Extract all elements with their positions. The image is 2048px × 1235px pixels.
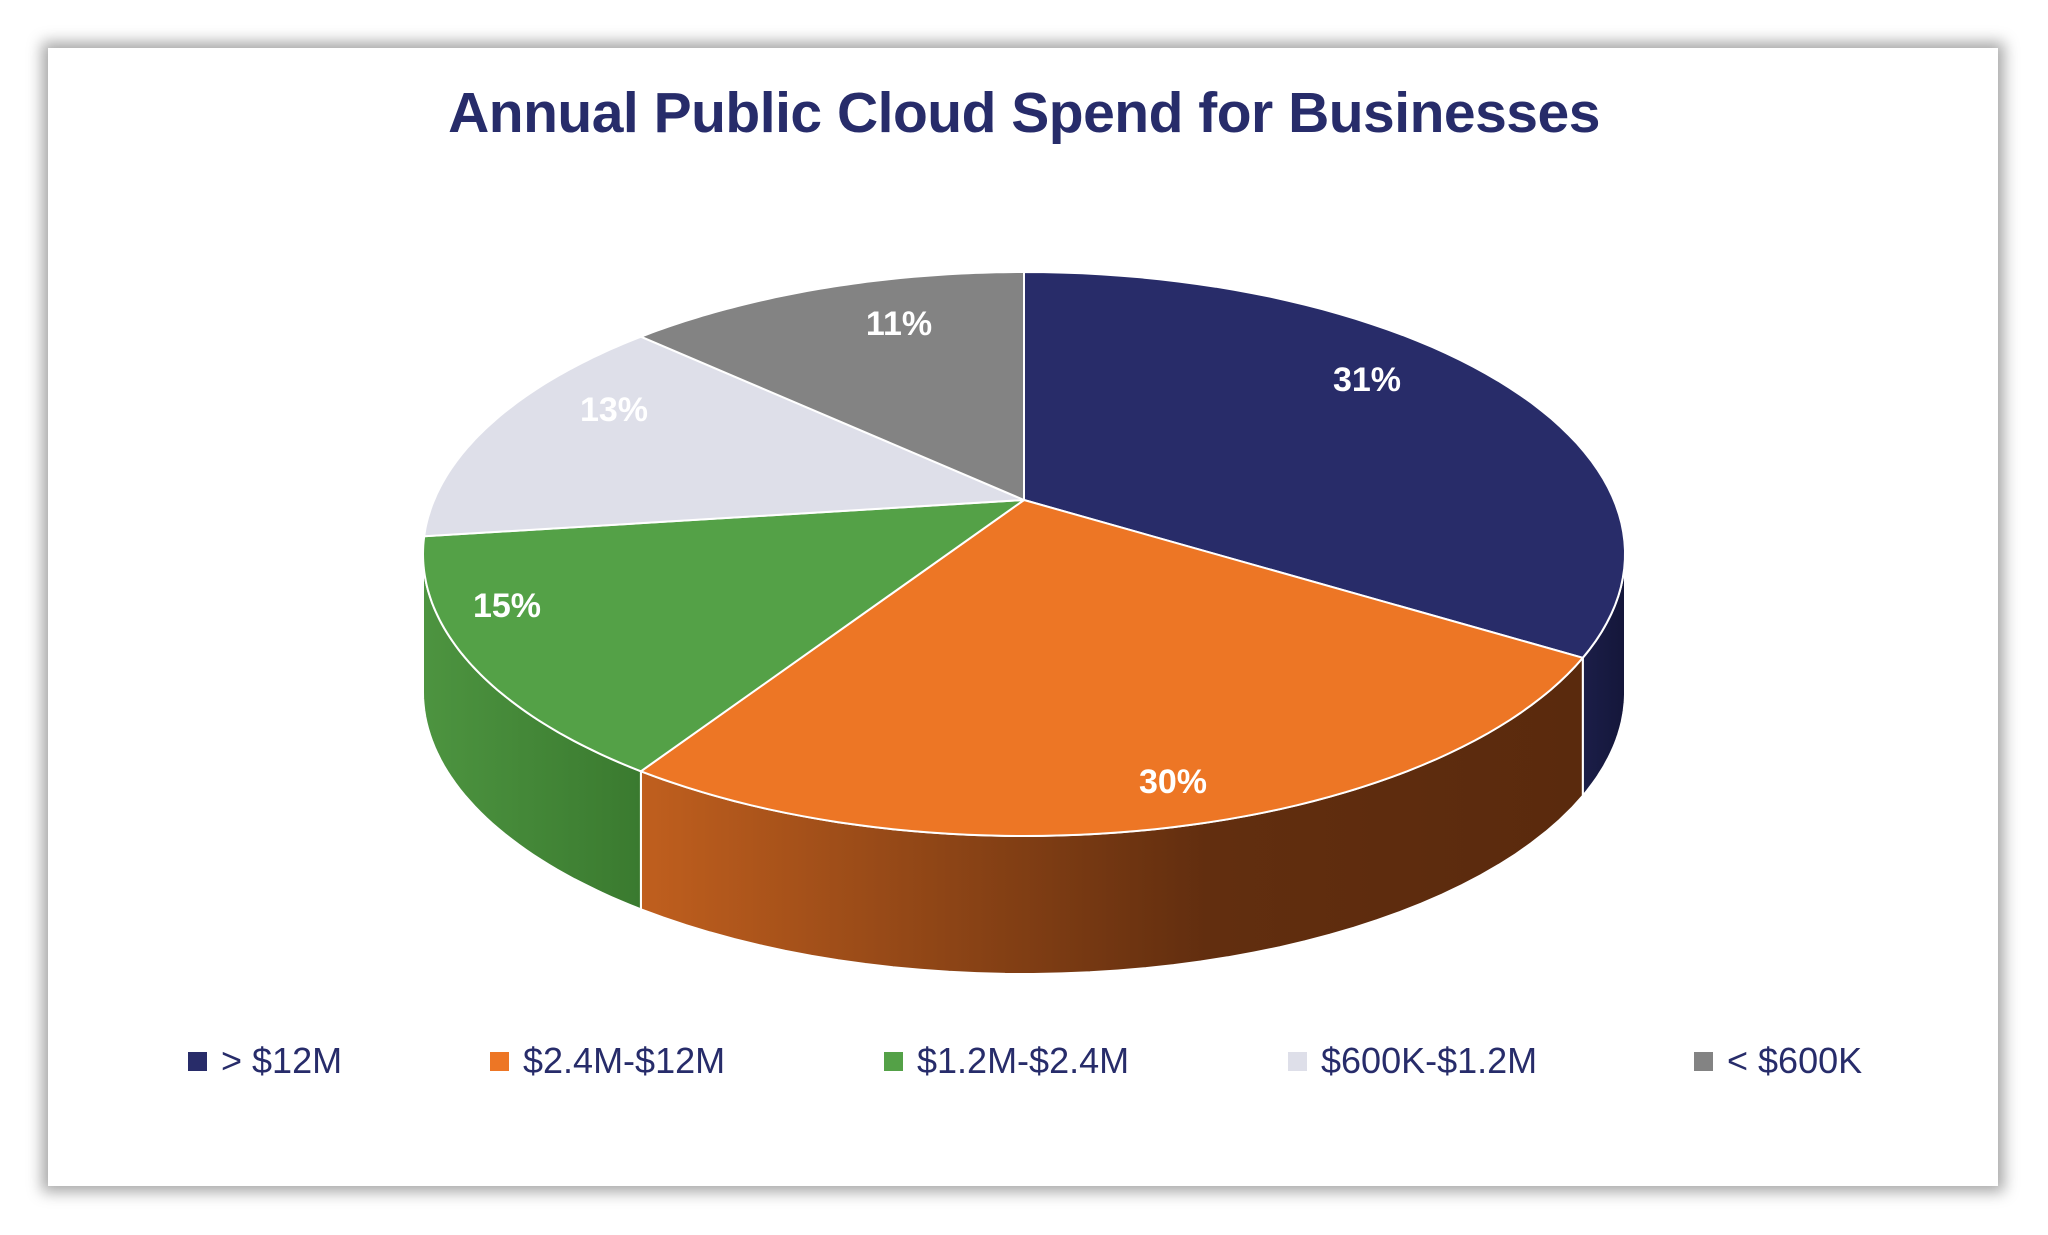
- legend-label: > $12M: [221, 1040, 343, 1081]
- legend-item: < $600K: [1694, 1040, 1862, 1082]
- legend-item: $600K-$1.2M: [1288, 1040, 1537, 1082]
- data-label: 30%: [1139, 763, 1207, 801]
- slice-under-600k[interactable]: [639, 271, 1025, 501]
- data-label: 11%: [866, 305, 932, 343]
- data-label: 31%: [1333, 361, 1401, 399]
- data-label: 13%: [580, 391, 648, 429]
- legend-item: $2.4M-$12M: [490, 1040, 725, 1082]
- legend-label: $2.4M-$12M: [523, 1040, 726, 1081]
- legend-item: $1.2M-$2.4M: [884, 1040, 1129, 1082]
- legend-swatch: [490, 1051, 509, 1071]
- slice-over-12m[interactable]: [1023, 271, 1626, 659]
- data-label: 15%: [473, 587, 541, 625]
- chart-title: Annual Public Cloud Spend for Businesses: [448, 81, 1600, 145]
- legend-swatch: [884, 1051, 903, 1071]
- legend-item: > $12M: [188, 1040, 342, 1082]
- slice-600k-1-2m[interactable]: [423, 335, 1025, 538]
- legend-swatch: [1288, 1051, 1307, 1071]
- legend-label: $1.2M-$2.4M: [917, 1040, 1130, 1081]
- slice-2-4m-12m[interactable]: [639, 499, 1584, 837]
- legend-label: $600K-$1.2M: [1321, 1040, 1538, 1081]
- legend-swatch: [188, 1051, 207, 1071]
- legend-label: < $600K: [1727, 1040, 1863, 1081]
- legend-swatch: [1694, 1051, 1713, 1071]
- slice-1-2m-2-4m[interactable]: [422, 499, 1025, 773]
- legend: > $12M $2.4M-$12M $1.2M-$2.4M $600K-$1.2M < …: [0, 1040, 2048, 1090]
